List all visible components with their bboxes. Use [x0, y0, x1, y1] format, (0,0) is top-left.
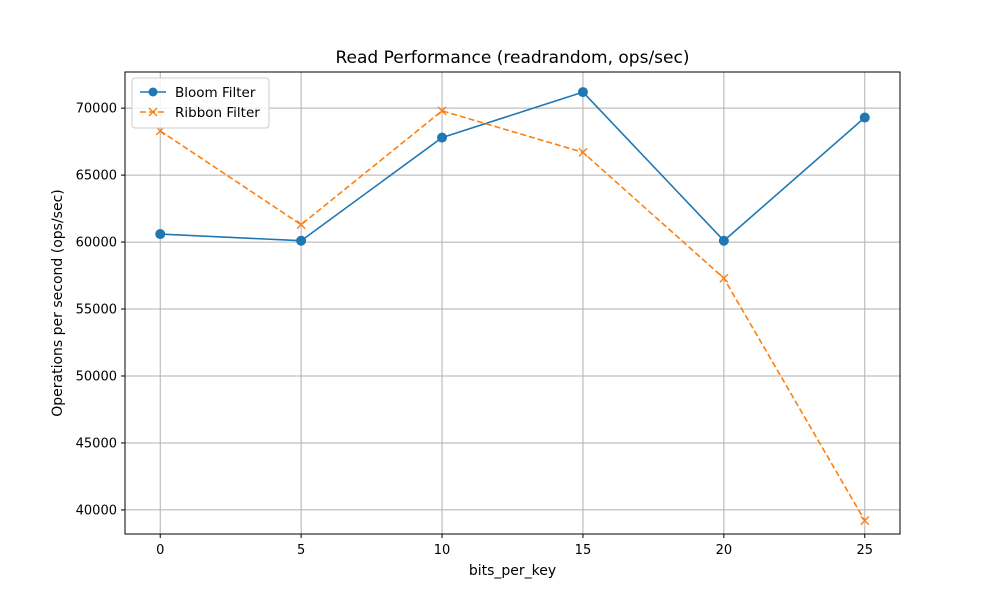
legend-label: Bloom Filter — [175, 85, 256, 101]
legend-box — [131, 77, 270, 129]
plot-frame — [124, 71, 901, 535]
legend-label: Ribbon Filter — [175, 105, 260, 121]
y-tick-label: 55000 — [76, 303, 117, 318]
chart-title: Read Performance (readrandom, ops/sec) — [336, 48, 690, 68]
x-tick-label: 25 — [856, 543, 873, 558]
legend: Bloom Filter Ribbon Filter — [131, 77, 270, 129]
data-point — [859, 112, 870, 123]
y-tick-label: 45000 — [76, 436, 117, 451]
y-tick-label: 70000 — [76, 102, 117, 117]
legend-marker — [148, 87, 158, 97]
grid-layer — [125, 72, 900, 534]
data-point — [296, 235, 307, 246]
y-tick-label: 40000 — [76, 503, 117, 518]
series-line — [160, 91, 866, 242]
x-tick-label: 15 — [575, 543, 592, 558]
x-axis-label: bits_per_key — [469, 563, 556, 579]
data-point — [437, 106, 447, 116]
data-point — [577, 87, 588, 98]
data-point — [718, 235, 729, 246]
x-tick-label: 10 — [434, 543, 451, 558]
y-tick-label: 60000 — [76, 236, 117, 251]
data-point — [296, 220, 306, 230]
series-line — [159, 110, 866, 522]
data-point — [860, 516, 870, 526]
series-layer — [155, 87, 870, 526]
legend-marker — [148, 107, 158, 117]
x-tick-label: 20 — [716, 543, 733, 558]
y-axis-label: Operations per second (ops/sec) — [50, 189, 66, 417]
data-point — [578, 147, 588, 157]
series-bloom-filter — [155, 87, 870, 246]
data-point — [155, 229, 166, 240]
data-point — [719, 273, 729, 283]
data-point — [437, 132, 448, 143]
x-tick-label: 5 — [297, 543, 305, 558]
series-ribbon-filter — [155, 106, 870, 526]
y-tick-label: 50000 — [76, 369, 117, 384]
tick-layer: 0 5 10 15 20 25 40000 45000 50000 55000 60000 65000… — [76, 102, 873, 558]
legend-item: Bloom Filter — [140, 85, 256, 101]
x-tick-label: 0 — [156, 543, 164, 558]
y-tick-label: 65000 — [76, 169, 117, 184]
legend-item: Ribbon Filter — [140, 105, 260, 121]
